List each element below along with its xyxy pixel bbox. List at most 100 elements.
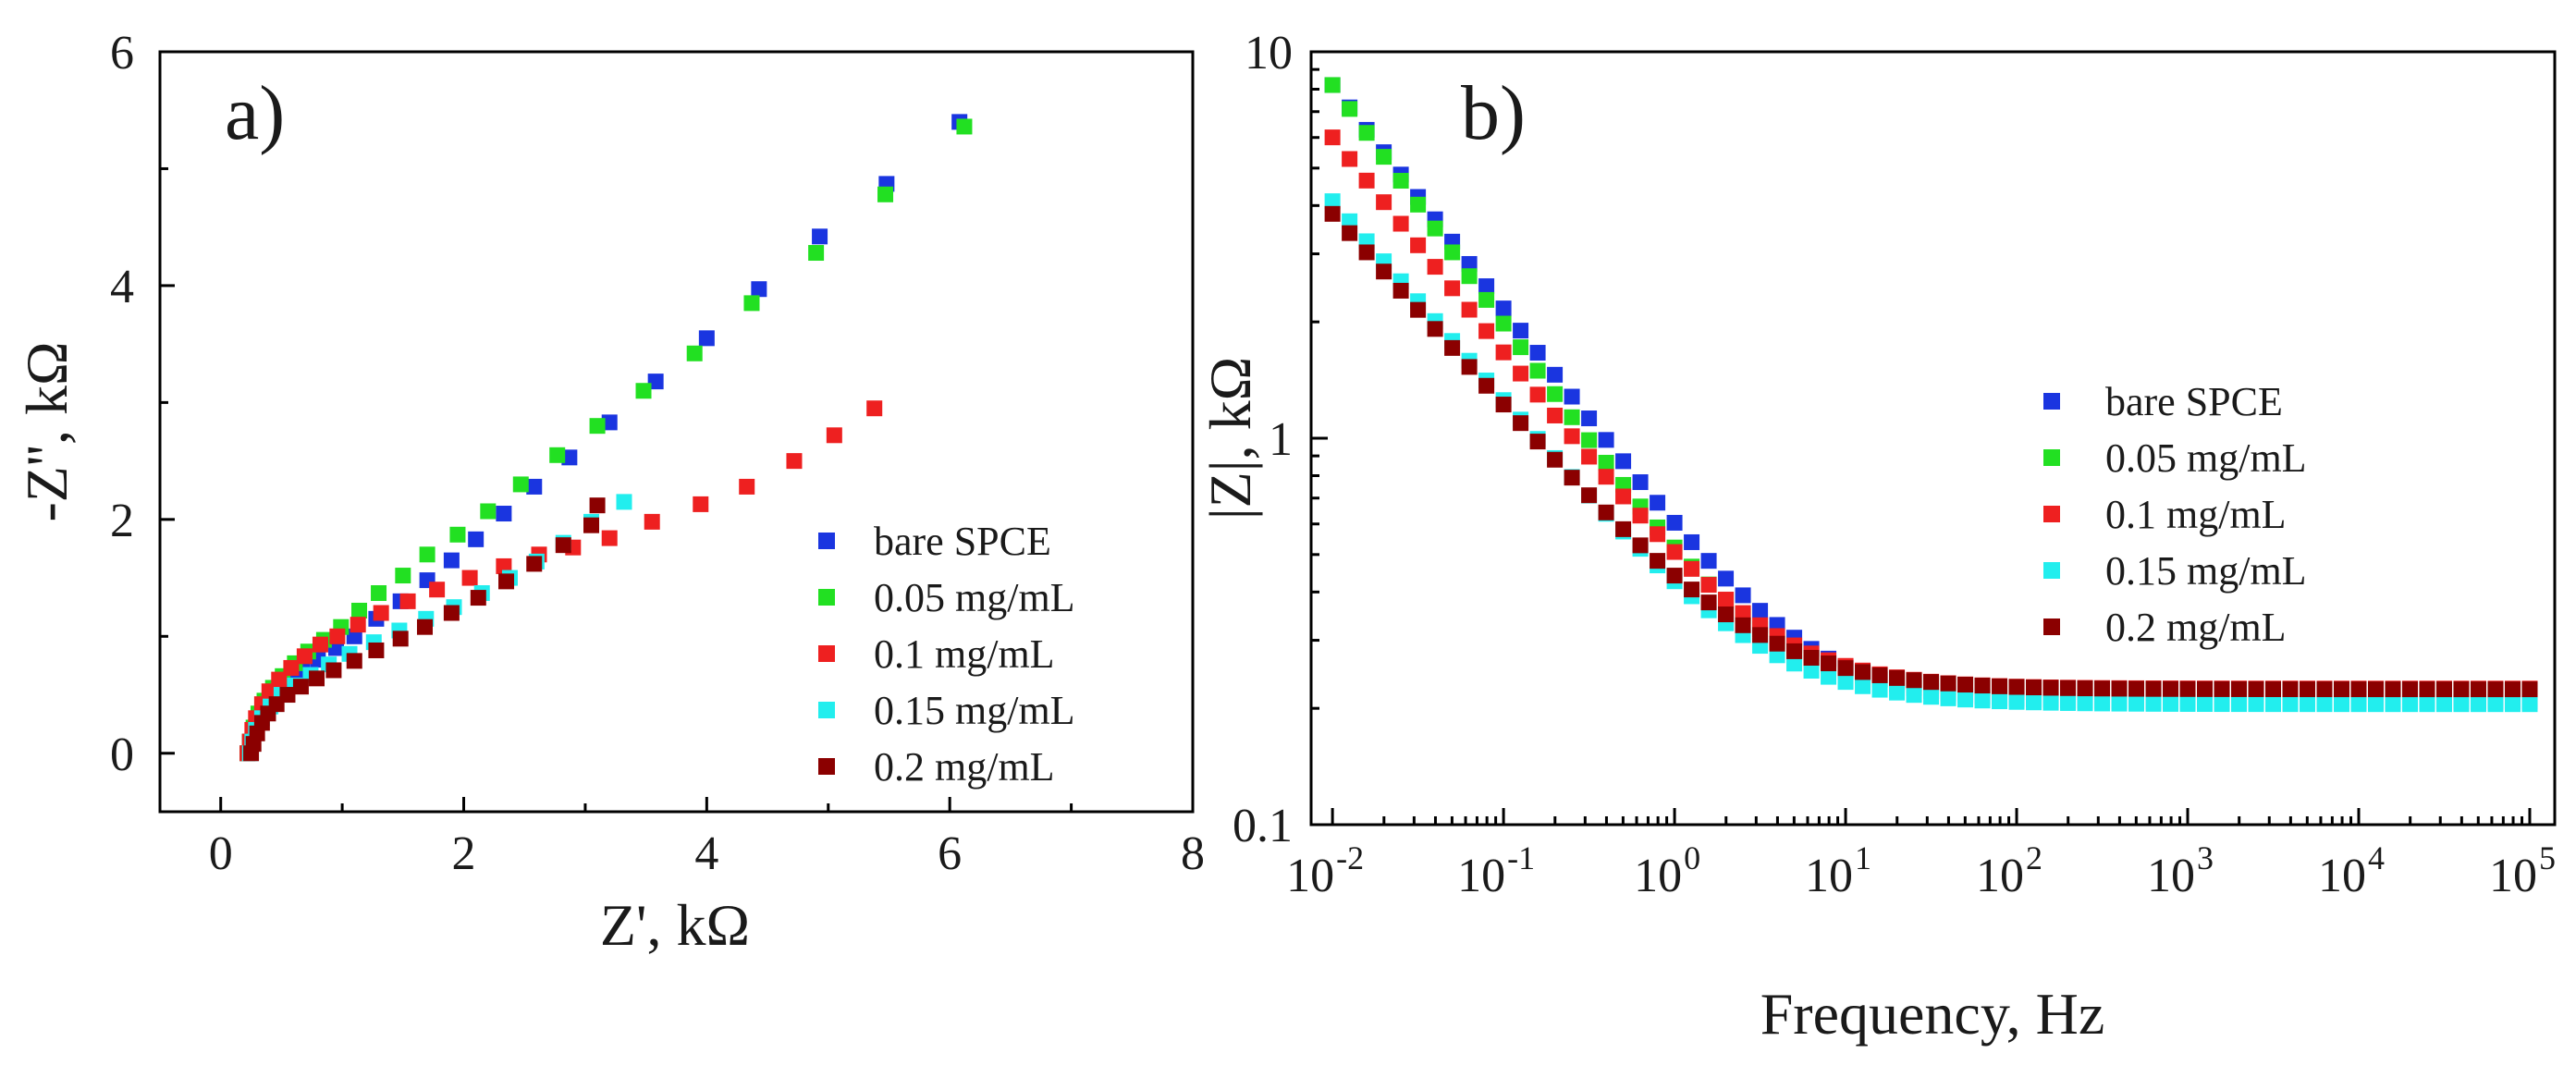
- nyquist-legend-label: 0.1 mg/mL: [874, 631, 1055, 677]
- nyquist-data-point: [395, 568, 411, 584]
- bode-data-point: [1769, 635, 1785, 652]
- bode-data-point: [2042, 680, 2059, 696]
- bode-data-point: [1855, 664, 1871, 680]
- nyquist-data-point: [601, 530, 618, 546]
- bode-data-point: [2060, 694, 2077, 711]
- bode-data-point: [1478, 377, 1495, 394]
- bode-data-point: [1564, 409, 1580, 425]
- bode-data-point: [1803, 649, 1820, 666]
- nyquist-legend-label: 0.2 mg/mL: [874, 744, 1055, 790]
- bode-data-point: [1957, 692, 1974, 708]
- bode-data-point: [1974, 678, 1991, 694]
- bode-x-tick-label: 102: [1976, 839, 2042, 902]
- bode-data-point: [2521, 681, 2538, 698]
- bode-data-point: [1529, 386, 1546, 403]
- bode-data-point: [2299, 681, 2315, 698]
- bode-data-point: [2197, 696, 2214, 713]
- nyquist-x-tick-label: 6: [938, 827, 962, 880]
- bode-x-tick-label: 10-1: [1457, 839, 1535, 902]
- bode-data-points: [1324, 77, 2538, 713]
- bode-data-point: [1684, 560, 1700, 577]
- bode-legend-marker: [2043, 393, 2060, 410]
- bode-data-point: [1529, 345, 1546, 361]
- nyquist-data-point: [329, 628, 346, 644]
- bode-data-point: [2521, 696, 2538, 713]
- nyquist-data-point: [812, 228, 828, 245]
- nyquist-data-point: [956, 118, 973, 135]
- bode-data-point: [2419, 681, 2435, 698]
- bode-data-point: [2026, 680, 2042, 696]
- nyquist-series-0-15-mg-ml: [241, 494, 632, 762]
- bode-data-point: [2197, 680, 2214, 697]
- bode-x-tick-label: 101: [1805, 839, 1871, 902]
- bode-y-tick-label: 10: [1245, 27, 1293, 80]
- bode-data-point: [2145, 695, 2162, 712]
- bode-data-point: [2163, 695, 2179, 712]
- bode-data-point: [1615, 488, 1632, 505]
- bode-data-point: [2367, 681, 2384, 698]
- bode-data-point: [1547, 407, 1564, 423]
- bode-data-point: [1632, 474, 1649, 491]
- bode-data-point: [1547, 366, 1564, 383]
- bode-data-point: [1547, 386, 1564, 402]
- nyquist-data-point: [373, 605, 389, 621]
- nyquist-data-point: [743, 295, 760, 312]
- bode-x-tick-label: 100: [1634, 839, 1700, 902]
- nyquist-data-point: [561, 449, 578, 466]
- bode-data-point: [2145, 680, 2162, 697]
- bode-axis-ticks: 10-2 10-1 100 101 102 103 104 105 0.1 1 10: [1233, 27, 2556, 902]
- bode-data-point: [1513, 365, 1529, 382]
- nyquist-data-point: [351, 602, 368, 618]
- bode-legend-label: 0.15 mg/mL: [2105, 548, 2307, 594]
- bode-data-point: [1803, 663, 1820, 680]
- nyquist-data-point: [283, 659, 300, 676]
- bode-data-point: [1957, 677, 1974, 693]
- nyquist-y-tick-label: 2: [110, 495, 134, 547]
- nyquist-data-point: [468, 531, 485, 547]
- bode-data-point: [1513, 415, 1529, 432]
- nyquist-data-point: [549, 447, 566, 463]
- nyquist-data-point: [429, 582, 446, 598]
- nyquist-data-point: [526, 478, 543, 495]
- bode-data-point: [1324, 129, 1341, 146]
- bode-data-point: [1358, 125, 1375, 141]
- nyquist-data-point: [296, 648, 313, 665]
- bode-data-point: [1735, 587, 1751, 604]
- bode-data-point: [2333, 681, 2349, 698]
- nyquist-legend: bare SPCE 0.05 mg/mL 0.1 mg/mL 0.15 mg/mL 0.…: [818, 519, 1075, 790]
- bode-series-0-1-mg-ml: [1324, 129, 2538, 697]
- bode-data-point: [1564, 470, 1580, 486]
- bode-data-point: [2179, 695, 2196, 712]
- bode-data-point: [2385, 696, 2401, 713]
- nyquist-data-point: [371, 585, 387, 602]
- nyquist-data-point: [635, 383, 652, 399]
- bode-data-point: [1478, 291, 1495, 308]
- bode-data-point: [1650, 495, 1666, 511]
- nyquist-legend-marker: [818, 645, 835, 662]
- nyquist-series-0-2-mg-ml: [243, 497, 606, 762]
- bode-data-point: [2350, 681, 2367, 698]
- bode-data-point: [2214, 696, 2230, 713]
- nyquist-data-point: [399, 593, 416, 609]
- bode-plot-panel: 10-2 10-1 100 101 102 103 104 105 0.1 1 10 bare SP…: [1197, 27, 2557, 1047]
- nyquist-data-point: [583, 517, 600, 533]
- bode-data-point: [1529, 434, 1546, 450]
- nyquist-data-point: [346, 653, 362, 669]
- bode-data-point: [1581, 487, 1598, 504]
- bode-data-point: [1598, 504, 1614, 521]
- nyquist-data-point: [449, 526, 466, 543]
- bode-data-point: [1684, 582, 1700, 598]
- nyquist-data-point: [555, 537, 571, 554]
- nyquist-data-point: [808, 245, 825, 262]
- bode-data-point: [1700, 553, 1717, 569]
- nyquist-data-point: [496, 506, 512, 522]
- nyquist-plot-panel: 0 2 4 6 8 0 2 4 6 bare SPCE 0.05 mg/mL 0.1 mg/mL 0.…: [14, 27, 1205, 958]
- bode-data-point: [1478, 323, 1495, 339]
- bode-data-point: [1529, 362, 1546, 379]
- bode-data-point: [2077, 695, 2093, 712]
- nyquist-plot-frame: [158, 50, 1195, 814]
- bode-data-point: [1376, 194, 1392, 211]
- bode-data-point: [1855, 678, 1871, 694]
- bode-data-point: [1342, 101, 1358, 117]
- bode-data-point: [1906, 687, 1922, 704]
